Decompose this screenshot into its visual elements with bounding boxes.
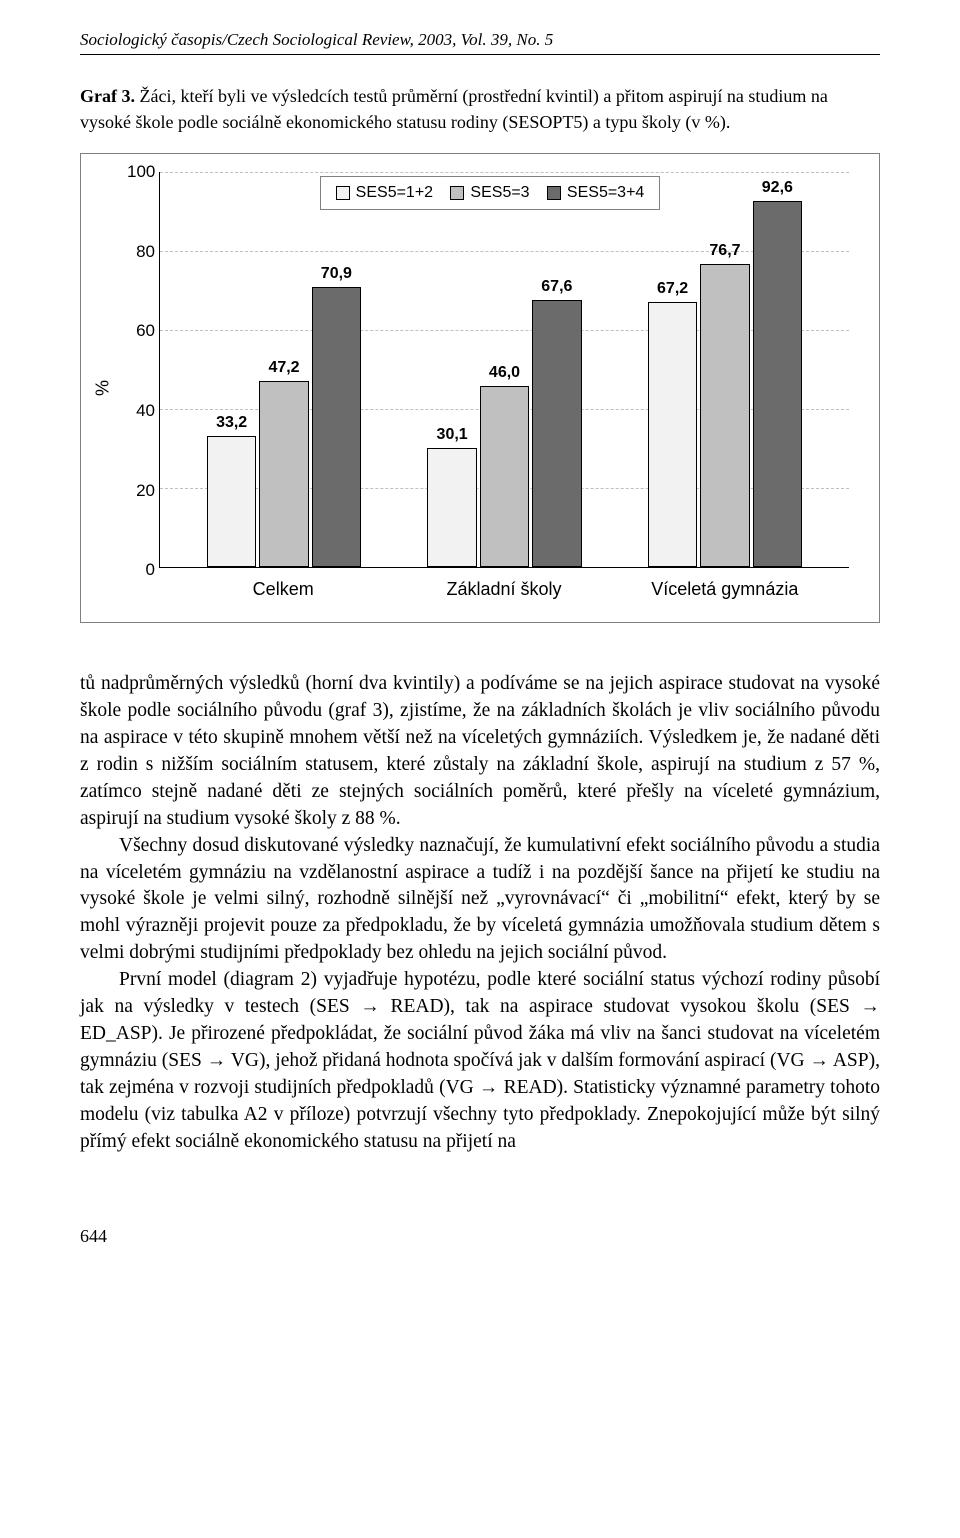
bar-value-label: 46,0: [475, 364, 535, 382]
legend-label: SES5=3+4: [567, 184, 644, 202]
y-tick-label: 60: [127, 321, 155, 341]
bar-value-label: 76,7: [695, 242, 755, 260]
bar: [753, 201, 803, 567]
legend-label: SES5=1+2: [356, 184, 433, 202]
bar-value-label: 47,2: [254, 359, 314, 377]
gridline: [160, 172, 849, 173]
figure-label: Graf 3.: [80, 86, 135, 106]
bar: [648, 302, 698, 567]
x-tick-label: Víceletá gymnázia: [651, 579, 798, 600]
y-tick-label: 100: [127, 162, 155, 182]
bar-chart: % SES5=1+2 SES5=3 SES5=3+4 33,2 47,2 70,9 30,…: [80, 153, 880, 623]
legend-item: SES5=3+4: [547, 184, 644, 202]
y-tick-label: 20: [127, 481, 155, 501]
paragraph: tů nadprůměrných výsledků (horní dva kvi…: [80, 671, 880, 832]
bar: [259, 381, 309, 567]
bar-value-label: 33,2: [202, 414, 262, 432]
bar: [207, 436, 257, 567]
figure-caption-text: Žáci, kteří byli ve výsledcích testů prů…: [80, 86, 828, 132]
y-tick-label: 80: [127, 242, 155, 262]
plot-area: SES5=1+2 SES5=3 SES5=3+4 33,2 47,2 70,9 30,1 4…: [159, 172, 849, 568]
legend-item: SES5=1+2: [336, 184, 433, 202]
bar-value-label: 92,6: [747, 179, 807, 197]
bar-value-label: 70,9: [306, 265, 366, 283]
x-tick-label: Celkem: [253, 579, 314, 600]
page-number: 644: [80, 1226, 880, 1247]
bar-value-label: 67,6: [527, 278, 587, 296]
chart-legend: SES5=1+2 SES5=3 SES5=3+4: [320, 176, 660, 210]
x-tick-label: Základní školy: [446, 579, 561, 600]
legend-swatch: [336, 186, 350, 200]
y-axis-label: %: [93, 380, 114, 396]
bar: [312, 287, 362, 567]
paragraph: První model (diagram 2) vyjadřuje hypoté…: [80, 967, 880, 1155]
legend-swatch: [547, 186, 561, 200]
y-tick-label: 40: [127, 401, 155, 421]
bar: [480, 386, 530, 568]
figure-caption: Graf 3. Žáci, kteří byli ve výsledcích t…: [80, 83, 880, 135]
y-tick-label: 0: [127, 560, 155, 580]
body-text: tů nadprůměrných výsledků (horní dva kvi…: [80, 671, 880, 1155]
paragraph: Všechny dosud diskutované výsledky nazna…: [80, 833, 880, 968]
legend-swatch: [450, 186, 464, 200]
bar: [427, 448, 477, 567]
bar-value-label: 30,1: [422, 426, 482, 444]
bar-value-label: 67,2: [643, 280, 703, 298]
running-head: Sociologický časopis/Czech Sociological …: [80, 30, 880, 55]
bar: [700, 264, 750, 567]
bar: [532, 300, 582, 567]
legend-label: SES5=3: [470, 184, 529, 202]
legend-item: SES5=3: [450, 184, 529, 202]
